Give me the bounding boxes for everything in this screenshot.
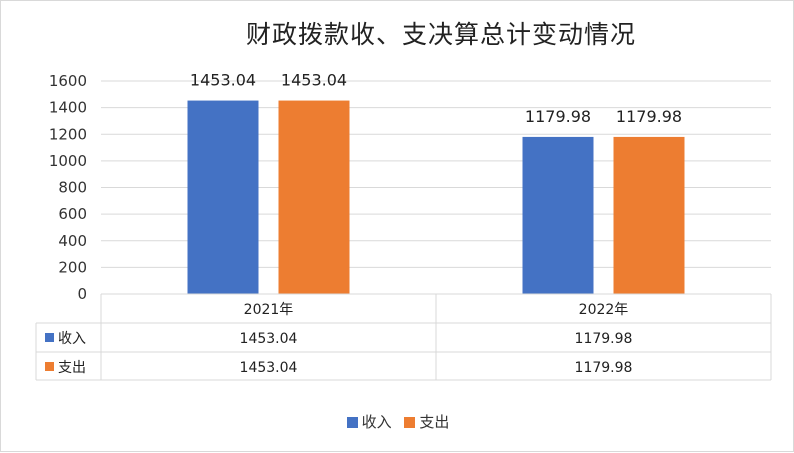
bar [278, 100, 350, 294]
y-tick-label: 0 [77, 285, 87, 303]
legend-swatch-income [346, 417, 358, 428]
legend-swatch-expense [404, 417, 416, 428]
y-tick-label: 1600 [49, 72, 87, 90]
legend-label-expense: 支出 [419, 413, 450, 431]
chart-legend: 收入 支出 [1, 411, 794, 432]
table-cell-value: 1179.98 [575, 360, 633, 376]
y-tick-label: 600 [58, 205, 87, 223]
bar [613, 136, 685, 294]
x-category-label: 2022年 [579, 302, 629, 318]
y-tick-label: 200 [58, 258, 87, 276]
data-label: 1453.04 [281, 71, 347, 90]
table-cell-value: 1453.04 [240, 360, 298, 376]
y-tick-label: 1200 [49, 125, 87, 143]
table-cell-value: 1179.98 [575, 331, 633, 347]
legend-item-income: 收入 [346, 411, 392, 432]
chart-title: 财政拨款收、支决算总计变动情况 [245, 20, 636, 49]
table-series-swatch [45, 333, 54, 342]
legend-item-expense: 支出 [404, 411, 449, 432]
y-tick-label: 1000 [49, 152, 87, 170]
y-tick-label: 1400 [49, 99, 87, 117]
table-series-label: 支出 [58, 360, 86, 376]
y-tick-label: 800 [58, 179, 87, 197]
data-label: 1179.98 [525, 107, 591, 126]
y-tick-label: 400 [58, 232, 87, 250]
table-series-swatch [45, 362, 54, 371]
x-category-label: 2021年 [244, 302, 294, 318]
table-cell-value: 1453.04 [240, 331, 298, 347]
legend-label-income: 收入 [361, 413, 392, 431]
bar [187, 100, 259, 294]
data-label: 1179.98 [616, 107, 682, 126]
data-label: 1453.04 [190, 71, 256, 90]
table-series-label: 收入 [58, 331, 86, 347]
bar [522, 136, 594, 294]
